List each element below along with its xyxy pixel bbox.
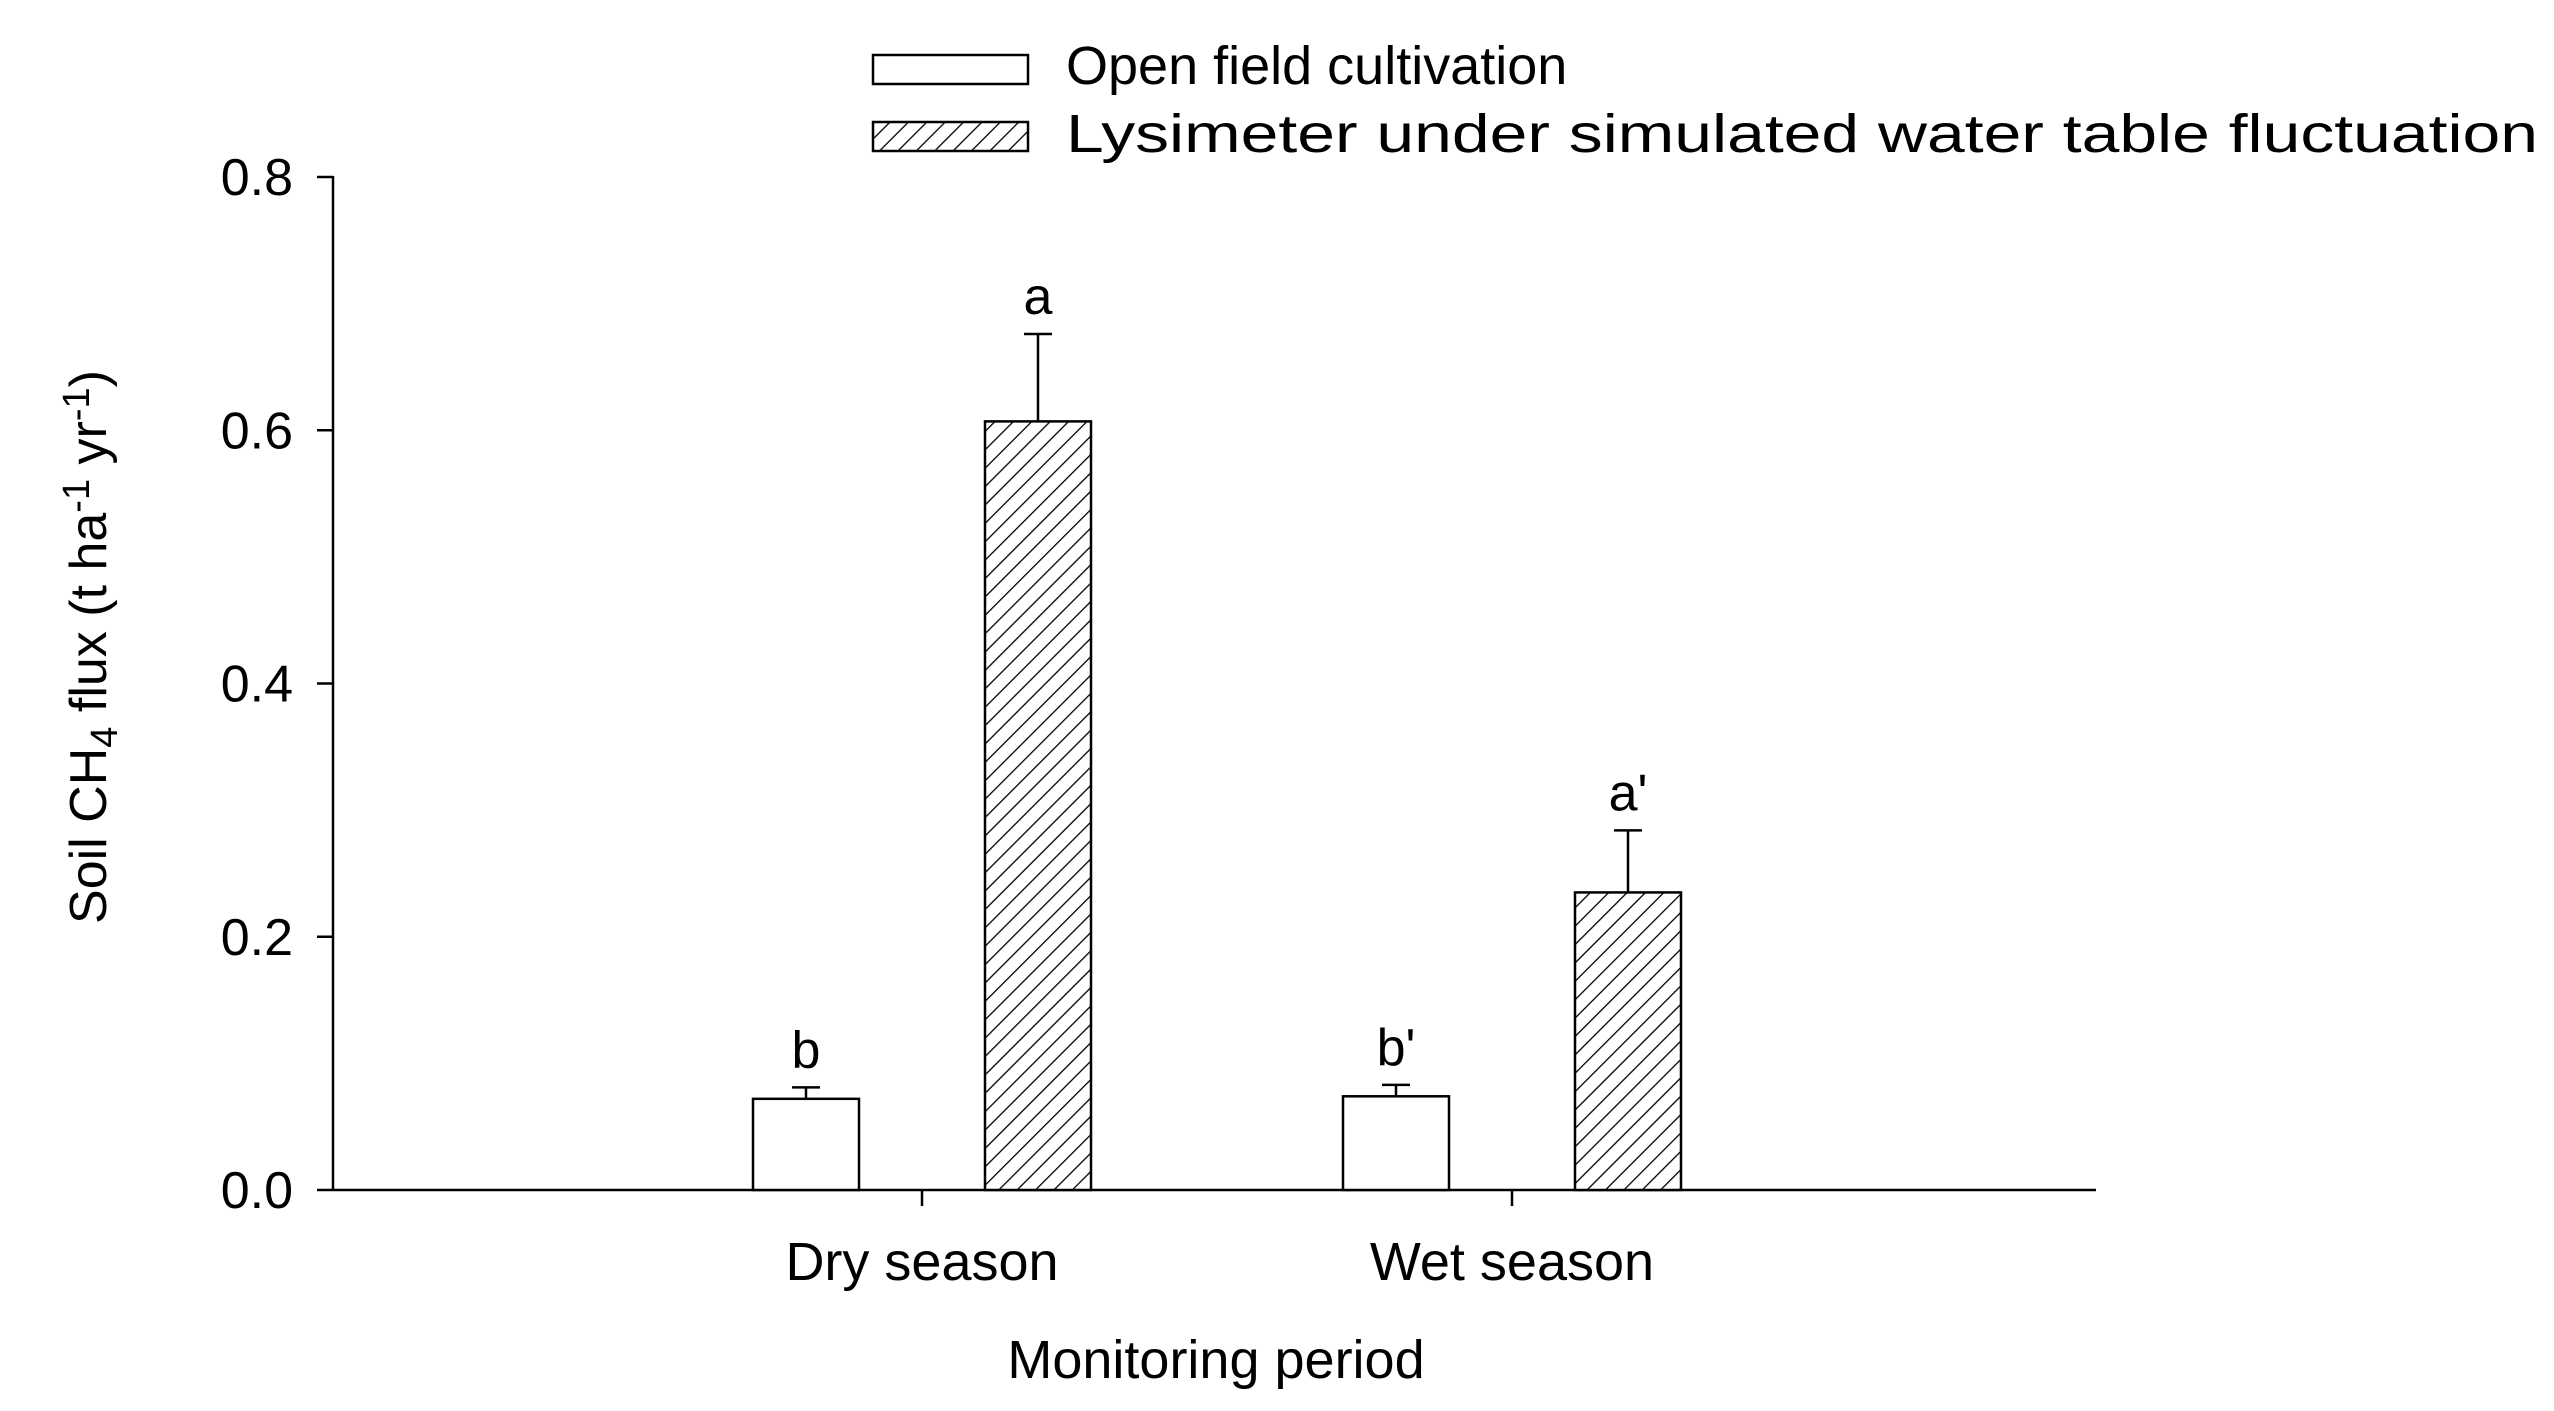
legend: Open field cultivation Lysimeter under s… bbox=[871, 36, 2538, 164]
bars-layer: b b' a a' bbox=[751, 268, 1683, 1192]
significance-label: a bbox=[1024, 268, 1053, 326]
y-tick-label: 0.0 bbox=[221, 1162, 293, 1220]
significance-label: b bbox=[792, 1021, 821, 1079]
y-axis-title: Soil CH4 flux (t ha-1 yr-1) bbox=[56, 370, 126, 924]
x-tick-label: Dry season bbox=[785, 1232, 1058, 1292]
bar-open-field-wet bbox=[1341, 1095, 1451, 1192]
y-axis-title-part: flux (t ha bbox=[60, 513, 118, 727]
y-axis-title-part: -1 bbox=[56, 387, 98, 421]
significance-label: b' bbox=[1377, 1019, 1416, 1077]
legend-label-open: Open field cultivation bbox=[1066, 36, 1567, 96]
y-tick-label: 0.6 bbox=[221, 402, 293, 460]
y-tick-label: 0.2 bbox=[221, 909, 293, 967]
y-axis-title-part: -1 bbox=[56, 479, 98, 513]
bar-lysimeter-dry bbox=[983, 420, 1093, 1192]
legend-label-hatched: Lysimeter under simulated water table fl… bbox=[1066, 104, 2538, 164]
legend-swatch-open bbox=[871, 53, 1030, 86]
y-axis-title-part: 4 bbox=[84, 727, 126, 748]
y-axis-title-part: yr bbox=[60, 421, 118, 479]
significance-label: a' bbox=[1609, 764, 1648, 822]
y-axis-title-part: ) bbox=[60, 370, 118, 387]
y-axis-title-part: Soil CH bbox=[60, 748, 118, 924]
bar-open-field-dry bbox=[751, 1097, 861, 1192]
y-axis: 0.0 0.2 0.4 0.6 0.8 bbox=[221, 149, 335, 1220]
bar-lysimeter-wet bbox=[1573, 891, 1683, 1192]
legend-swatch-hatched bbox=[871, 120, 1030, 153]
x-axis-title: Monitoring period bbox=[1007, 1330, 1424, 1390]
y-tick-label: 0.8 bbox=[221, 149, 293, 207]
y-tick-label: 0.4 bbox=[221, 656, 293, 714]
x-tick-label: Wet season bbox=[1370, 1232, 1654, 1292]
x-axis: Dry season Wet season bbox=[333, 1188, 2096, 1292]
